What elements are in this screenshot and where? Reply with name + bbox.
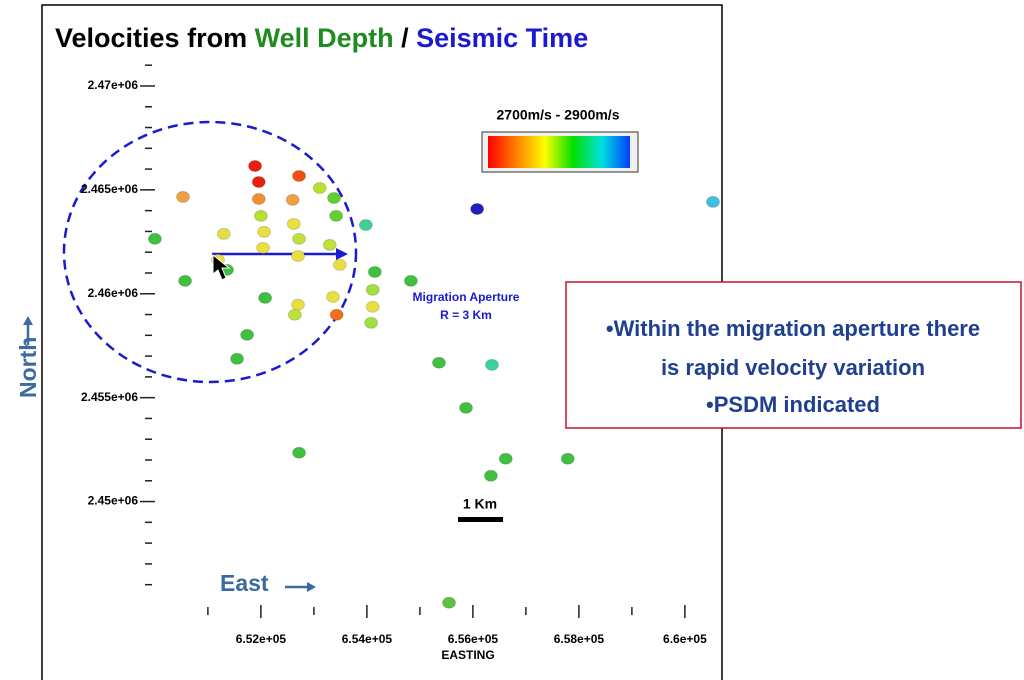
well-point — [442, 596, 457, 609]
well-point — [251, 193, 266, 206]
scale-bar — [458, 517, 503, 522]
chart-title: Velocities from Well Depth / Seismic Tim… — [55, 23, 588, 53]
well-point — [248, 159, 263, 172]
well-point — [365, 283, 380, 296]
title-part: Seismic Time — [416, 23, 588, 53]
well-point — [178, 274, 193, 287]
well-point — [285, 193, 300, 206]
y-arrowhead — [23, 316, 33, 325]
well-point — [258, 291, 273, 304]
y-tick-label: 2.465e+06 — [81, 182, 138, 196]
title-part: Velocities from — [55, 23, 255, 53]
well-point — [256, 241, 271, 254]
radius-arrowhead — [336, 248, 348, 260]
well-point — [470, 202, 485, 215]
well-point — [287, 308, 302, 321]
x-arrow-text: East — [220, 570, 269, 596]
x-tick-label: 6.52e+05 — [236, 632, 287, 646]
well-point — [403, 274, 418, 287]
callout-text: •PSDM indicated — [706, 392, 880, 417]
x-tick-label: 6.6e+05 — [663, 632, 707, 646]
y-tick-label: 2.47e+06 — [88, 78, 139, 92]
well-point — [484, 358, 499, 371]
cursor — [212, 253, 231, 281]
well-point — [312, 182, 327, 194]
well-point — [483, 469, 498, 482]
well-point — [459, 401, 474, 414]
well-point — [358, 218, 373, 231]
title-part: Well Depth — [255, 23, 394, 53]
well-point — [705, 195, 720, 208]
title-part: / — [394, 23, 417, 53]
well-point — [325, 290, 340, 303]
y-tick-label: 2.46e+06 — [88, 286, 139, 300]
callout-box — [565, 281, 1022, 429]
well-point — [292, 169, 307, 182]
well-point — [332, 258, 347, 271]
well-point — [364, 316, 379, 329]
callout-text: is rapid velocity variation — [661, 355, 925, 380]
well-point — [292, 232, 307, 245]
well-point — [322, 238, 337, 251]
y-arrow-label: North — [15, 337, 41, 398]
colorbar — [488, 136, 630, 168]
well-point — [329, 308, 344, 321]
well-point — [286, 217, 301, 230]
well-point — [147, 232, 162, 245]
aperture-circle — [62, 120, 358, 384]
x-arrowhead — [307, 582, 316, 592]
x-tick-label: 6.58e+05 — [554, 632, 605, 646]
colorbar-label: 2700m/s - 2900m/s — [497, 107, 620, 123]
well-point — [292, 446, 307, 459]
well-point — [251, 175, 266, 188]
well-point — [431, 356, 446, 369]
y-tick-label: 2.45e+06 — [88, 494, 139, 508]
well-point — [327, 191, 342, 204]
well-point — [560, 452, 575, 465]
well-point — [365, 300, 380, 313]
well-point — [329, 209, 344, 222]
well-point — [290, 249, 305, 262]
well-point — [240, 328, 255, 341]
x-axis-label: EASTING — [441, 648, 494, 662]
aperture-label: Migration Aperture — [413, 290, 520, 304]
well-point — [367, 265, 382, 278]
x-tick-label: 6.56e+05 — [448, 632, 499, 646]
well-point — [290, 298, 305, 311]
y-tick-label: 2.455e+06 — [81, 390, 138, 404]
well-point — [216, 227, 231, 240]
x-tick-label: 6.54e+05 — [342, 632, 393, 646]
well-point — [257, 225, 272, 238]
scale-label: 1 Km — [463, 496, 497, 512]
well-point — [253, 209, 268, 222]
x-arrow-label: East — [220, 570, 269, 596]
well-point — [175, 190, 190, 203]
well-point — [498, 452, 513, 465]
aperture-label: R = 3 Km — [440, 308, 492, 322]
callout-text: •Within the migration aperture there — [606, 316, 980, 341]
well-point — [230, 352, 245, 365]
